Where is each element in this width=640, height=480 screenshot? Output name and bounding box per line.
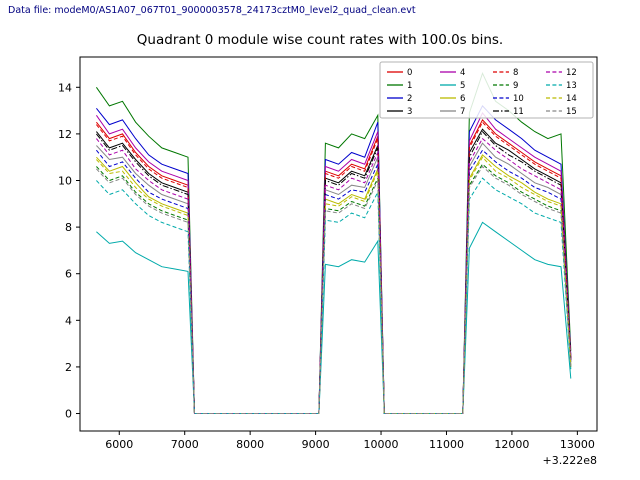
series-1 [95,71,572,414]
svg-text:8: 8 [65,221,72,234]
legend-label-12: 12 [566,68,577,78]
series-10 [96,149,572,414]
legend-label-9: 9 [513,81,518,91]
series-13 [96,177,572,414]
y-axis: 0 2 4 6 8 10 12 14 [58,81,80,421]
series-9 [96,163,572,414]
plot-frame [79,56,598,432]
series-6 [96,154,572,414]
svg-text:12000: 12000 [494,438,529,451]
legend-label-15: 15 [566,107,577,117]
legend-label-3: 3 [407,107,412,117]
svg-text:6000: 6000 [105,438,133,451]
legend-label-6: 6 [460,94,465,104]
legend-label-5: 5 [460,81,465,91]
svg-text:6: 6 [65,268,72,281]
legend-label-13: 13 [566,81,577,91]
series-7 [96,142,572,414]
svg-text:12: 12 [58,128,72,141]
legend-label-1: 1 [407,81,412,91]
svg-text:10000: 10000 [364,438,399,451]
series-15 [96,165,572,414]
svg-text:11000: 11000 [429,438,464,451]
series-12 [96,137,572,414]
legend-label-8: 8 [513,68,518,78]
legend-label-11: 11 [513,107,524,117]
chart-title: Quadrant 0 module wise count rates with … [136,32,504,48]
legend-label-14: 14 [566,94,577,104]
svg-text:2: 2 [65,361,72,374]
legend-label-10: 10 [513,94,524,104]
series-8 [96,121,572,414]
series-3 [96,128,572,414]
svg-text:13000: 13000 [560,438,595,451]
series-5 [96,221,572,414]
svg-text:0: 0 [65,408,72,421]
svg-text:7000: 7000 [171,438,199,451]
series-11 [96,130,572,414]
svg-text:9000: 9000 [302,438,330,451]
svg-text:10: 10 [58,175,72,188]
legend-frame [379,61,594,119]
series-14 [96,156,572,414]
svg-text:14: 14 [58,81,72,94]
svg-text:8000: 8000 [236,438,264,451]
legend-label-2: 2 [407,94,412,104]
series-4 [95,111,572,414]
series-lines [95,71,572,414]
x-axis: 6000 7000 8000 9000 10000 11000 12000 13000 +3.2… [105,431,597,467]
datafile-label: Data file: modeM0/AS1A07_067T01_90000035… [8,5,416,16]
series-2 [96,105,572,414]
x-axis-offset-label: +3.222e8 [543,454,597,467]
legend-label-7: 7 [460,107,465,117]
svg-text:4: 4 [65,314,72,327]
legend-label-4: 4 [460,68,465,78]
series-0 [96,119,572,414]
legend-label-0: 0 [407,68,412,78]
